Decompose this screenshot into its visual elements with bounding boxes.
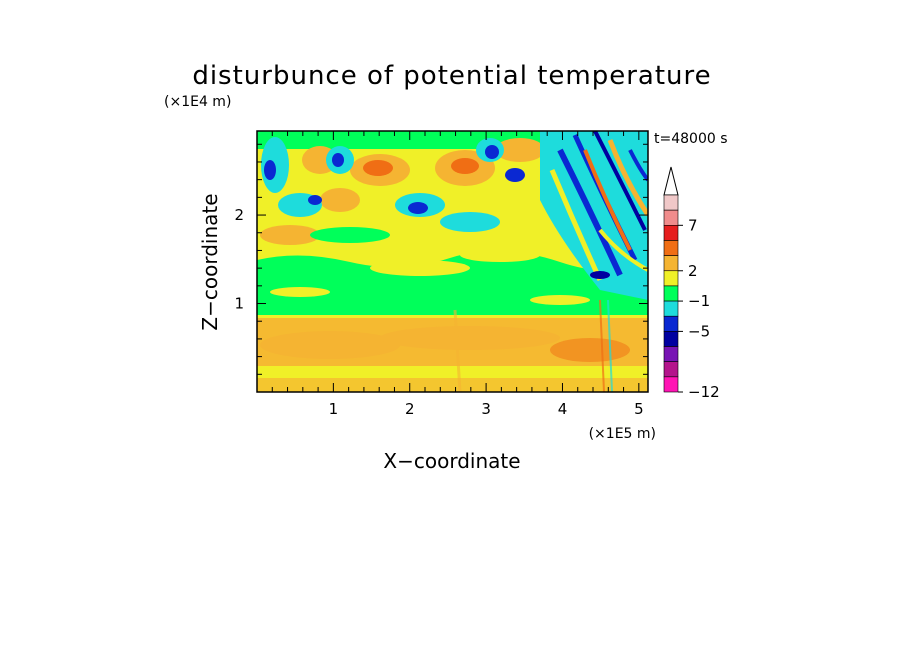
colorbar-swatch	[663, 361, 679, 378]
x-tick-label: 4	[558, 400, 568, 418]
colorbar-tick-label: −12	[688, 383, 720, 401]
colorbar-swatch	[663, 315, 679, 332]
colorbar-tick-label: −5	[688, 322, 710, 340]
x-axis-label: X−coordinate	[383, 449, 520, 473]
x-tick-label: 2	[405, 400, 415, 418]
y-tick-label: 2	[234, 206, 244, 224]
x-tick-label: 1	[329, 400, 339, 418]
colorbar-swatch	[663, 300, 679, 317]
colorbar-swatch	[663, 240, 679, 256]
colorbar-swatch	[663, 255, 679, 272]
colorbar-swatch	[663, 209, 679, 226]
time-label: t=48000 s	[654, 131, 728, 147]
y-unit-label: (×1E4 m)	[164, 94, 231, 110]
chart-title: disturbunce of potential temperature	[192, 61, 711, 91]
plot-frame	[256, 130, 649, 393]
contour-field	[257, 131, 648, 392]
colorbar-swatch	[663, 346, 679, 362]
colorbar-tick-label: −1	[688, 292, 710, 310]
colorbar-tick-label: 2	[688, 262, 698, 280]
colorbar-swatch	[663, 331, 679, 347]
x-axis-ticks: 1 2 3 4 5	[271, 131, 644, 418]
x-unit-label: (×1E5 m)	[589, 426, 656, 442]
colorbar: 7 2 −1 −5 −12	[663, 166, 720, 401]
x-tick-label: 3	[481, 400, 491, 418]
y-axis-label: Z−coordinate	[198, 193, 222, 330]
colorbar-swatch	[663, 194, 679, 211]
colorbar-swatch	[663, 225, 679, 241]
colorbar-swatch	[663, 376, 679, 393]
colorbar-swatch	[663, 285, 679, 302]
y-axis-ticks: 12	[234, 143, 648, 375]
colorbar-tick-label: 7	[688, 216, 698, 234]
colorbar-extend-arrow	[663, 166, 679, 196]
y-tick-label: 1	[234, 295, 244, 313]
x-tick-label: 5	[634, 400, 644, 418]
colorbar-swatch	[663, 270, 679, 287]
